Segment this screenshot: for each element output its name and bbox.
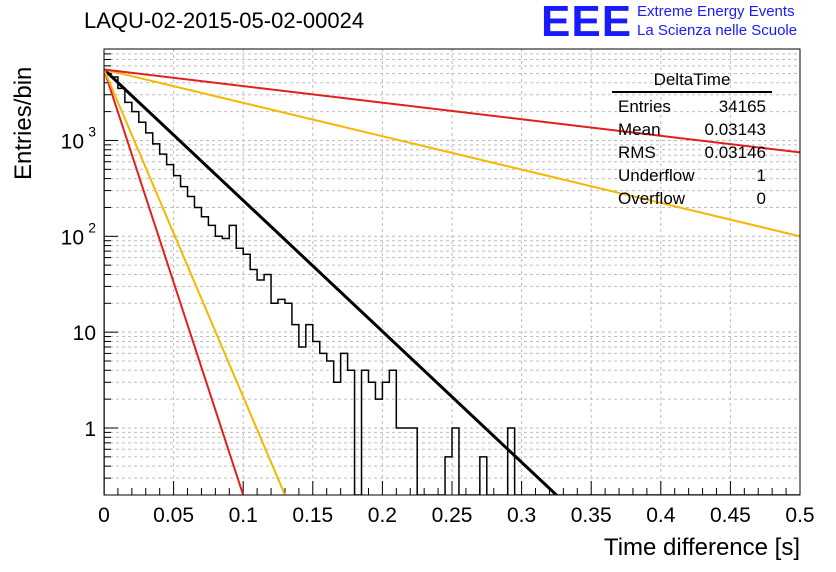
x-tick-label: 0 <box>98 504 110 527</box>
brand-line-1: Extreme Energy Events <box>637 3 795 20</box>
x-tick-label: 0.1 <box>229 504 258 527</box>
stats-label: Entries <box>618 97 671 116</box>
x-tick-label: 0.3 <box>507 504 536 527</box>
stats-value: 0.03146 <box>704 143 766 162</box>
x-tick-label: 0.5 <box>785 504 814 527</box>
chart-title: LAQU-02-2015-05-02-00024 <box>84 8 365 33</box>
stats-row-underflow: Underflow 1 <box>612 164 772 187</box>
x-tick-label: 0.15 <box>292 504 333 527</box>
y-tick-label: 10 <box>61 130 84 153</box>
x-tick-label: 0.35 <box>571 504 612 527</box>
x-tick-label: 0.05 <box>153 504 194 527</box>
stats-box: DeltaTime Entries 34165 Mean 0.03143 RMS… <box>612 70 772 210</box>
y-tick-label: 10 <box>73 322 96 345</box>
stats-value: 34165 <box>718 97 766 116</box>
y-tick-label: 1 <box>84 418 96 441</box>
stats-row-mean: Mean 0.03143 <box>612 118 772 141</box>
series-line-red-steep <box>104 69 245 495</box>
stats-label: RMS <box>618 143 656 162</box>
x-axis-label: Time difference [s] <box>603 534 800 561</box>
stats-row-entries: Entries 34165 <box>612 95 772 118</box>
plot-frame <box>103 48 801 496</box>
brand-line-2: La Scienza nelle Scuole <box>637 22 798 39</box>
y-tick-exponent: 3 <box>88 123 96 139</box>
stats-row-overflow: Overflow 0 <box>612 187 772 210</box>
y-tick-label: 10 <box>61 226 84 249</box>
series-line-red-shallow <box>104 68 800 154</box>
x-tick-label: 0.4 <box>646 504 676 527</box>
x-tick-label: 0.25 <box>432 504 473 527</box>
stats-row-rms: RMS 0.03146 <box>612 141 772 164</box>
series-line-yellow-shallow <box>104 68 800 238</box>
x-tick-label: 0.2 <box>368 504 397 527</box>
stats-value: 1 <box>756 166 766 185</box>
y-axis-label: Entries/bin <box>10 66 37 180</box>
stats-label: Underflow <box>618 166 695 185</box>
eee-logo: EEE <box>541 0 633 46</box>
series-line-yellow-steep <box>104 69 286 495</box>
x-tick-label: 0.45 <box>710 504 751 527</box>
stats-value: 0 <box>756 189 766 208</box>
stats-label: Overflow <box>618 189 686 208</box>
stats-header: DeltaTime <box>612 70 772 93</box>
stats-label: Mean <box>618 120 661 139</box>
y-tick-exponent: 2 <box>88 219 96 235</box>
stats-value: 0.03143 <box>704 120 766 139</box>
series-line-fit <box>104 68 558 495</box>
histogram-outline <box>104 72 800 495</box>
